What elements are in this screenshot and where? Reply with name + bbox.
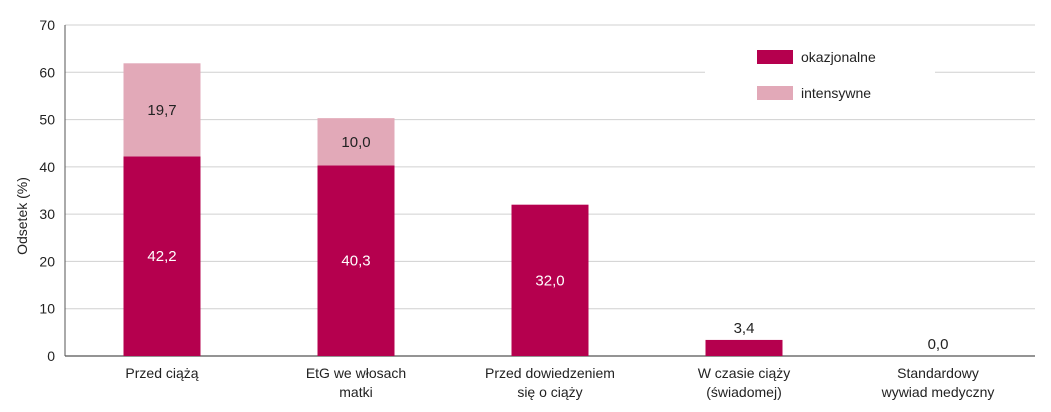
y-axis-label: Odsetek (%)	[14, 177, 30, 255]
legend: okazjonalne intensywne	[705, 35, 935, 115]
data-label-okazjonalne: 40,3	[341, 253, 370, 270]
category-label: się o ciąży	[517, 384, 582, 400]
data-label-intensywne: 19,7	[147, 102, 176, 119]
bar-intensywne	[317, 118, 395, 166]
y-tick-label: 50	[39, 112, 55, 128]
y-tick-label: 10	[39, 301, 55, 317]
category-label: Standardowy	[897, 365, 979, 381]
legend-label: okazjonalne	[801, 49, 876, 65]
data-label-okazjonalne: 3,4	[734, 320, 755, 337]
bar-okazjonalne	[317, 165, 395, 356]
legend-background	[705, 35, 935, 115]
bar-okazjonalne	[511, 204, 589, 356]
bar-intensywne	[123, 63, 201, 157]
category-label: EtG we włosach	[306, 365, 406, 381]
y-tick-label: 20	[39, 253, 55, 269]
data-label-intensywne: 10,0	[341, 134, 370, 151]
bar-okazjonalne	[705, 339, 783, 356]
y-tick-label: 0	[47, 348, 55, 364]
y-tick-label: 30	[39, 206, 55, 222]
gridlines	[64, 24, 1035, 357]
category-label: Przed ciążą	[125, 365, 198, 381]
y-tick-label: 60	[39, 64, 55, 80]
legend-swatch	[757, 50, 793, 64]
x-axis-labels: Przed ciążą EtG we włosach matki Przed dowi…	[125, 365, 994, 400]
bars: 42,2 19,7 40,3 10,0 32,0 3,4 0,0	[123, 63, 949, 356]
category-label: matki	[339, 384, 372, 400]
legend-label: intensywne	[801, 85, 871, 101]
category-label: (świadomej)	[706, 384, 781, 400]
data-label-okazjonalne: 0,0	[928, 336, 949, 353]
y-tick-label: 70	[39, 17, 55, 33]
y-tick-label: 40	[39, 159, 55, 175]
bar-okazjonalne	[123, 156, 201, 356]
y-axis-ticks: 0 10 20 30 40 50 60 70	[39, 17, 55, 364]
data-label-okazjonalne: 42,2	[147, 248, 176, 265]
category-label: W czasie ciąży	[698, 365, 791, 381]
category-label: Przed dowiedzeniem	[485, 365, 615, 381]
legend-swatch	[757, 86, 793, 100]
category-label: wywiad medyczny	[881, 384, 995, 400]
data-label-okazjonalne: 32,0	[535, 272, 564, 289]
